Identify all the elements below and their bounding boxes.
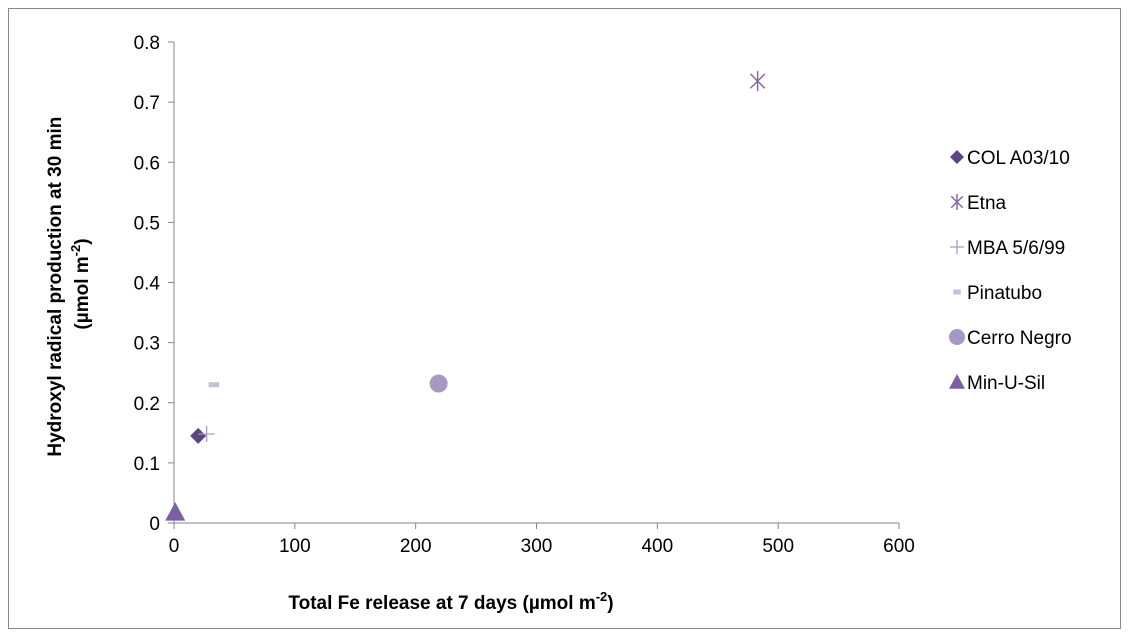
y-tick-label: 0.5 xyxy=(134,213,160,234)
legend-label: COL A03/10 xyxy=(967,148,1070,169)
legend: COL A03/10 Etna MBA 5/6/99 Pinatubo Cerro Ne… xyxy=(949,148,1072,394)
scatter-chart: 0 0.1 0.2 0.3 0.4 0.5 0.6 0.7 0.8 0 100 200 300 400 50… xyxy=(45,33,1072,614)
y-axis-title: Hydroxyl radical production at 30 min (µ… xyxy=(45,111,93,456)
data-point-dash xyxy=(208,382,220,388)
x-tick-label: 200 xyxy=(400,536,432,557)
x-tick-label: 300 xyxy=(521,536,553,557)
legend-label: Pinatubo xyxy=(967,283,1042,304)
y-tick-label: 0.8 xyxy=(134,33,160,54)
x-tick-label: 400 xyxy=(641,536,673,557)
data-point-plus xyxy=(198,426,215,443)
legend-marker-triangle xyxy=(949,374,965,389)
y-tick-label: 0.7 xyxy=(134,93,160,114)
y-tick-label: 0.3 xyxy=(134,334,160,355)
legend-label: MBA 5/6/99 xyxy=(967,238,1065,259)
x-tick-label: 100 xyxy=(279,536,311,557)
x-axis-title: Total Fe release at 7 days (µmol m-2) xyxy=(288,589,613,614)
data-point-triangle xyxy=(165,502,186,521)
data-point-asterisk xyxy=(749,71,766,92)
axes xyxy=(173,42,899,524)
x-tick-label: 500 xyxy=(762,536,794,557)
chart-frame: 0 0.1 0.2 0.3 0.4 0.5 0.6 0.7 0.8 0 100 200 300 400 50… xyxy=(8,8,1121,629)
x-tick-label: 600 xyxy=(883,536,915,557)
legend-label: Etna xyxy=(967,193,1007,214)
data-point-circle xyxy=(429,374,448,393)
y-tick-label: 0 xyxy=(149,514,160,535)
y-tick-label: 0.4 xyxy=(134,274,161,295)
legend-marker-circle xyxy=(949,329,965,345)
x-tick-label: 0 xyxy=(169,536,180,557)
data-point-diamond xyxy=(190,427,207,444)
y-tick-label: 0.2 xyxy=(134,394,160,415)
legend-label: Min-U-Sil xyxy=(967,373,1045,394)
data-points xyxy=(165,71,766,521)
legend-marker-diamond xyxy=(950,150,964,164)
ticks: 0 0.1 0.2 0.3 0.4 0.5 0.6 0.7 0.8 0 100 200 300 400 50… xyxy=(134,33,915,557)
legend-marker-asterisk xyxy=(950,194,964,210)
y-tick-label: 0.6 xyxy=(134,153,160,174)
legend-marker-dash xyxy=(953,289,961,295)
legend-marker-plus xyxy=(950,240,964,254)
y-tick-label: 0.1 xyxy=(134,454,160,475)
legend-label: Cerro Negro xyxy=(967,328,1072,349)
